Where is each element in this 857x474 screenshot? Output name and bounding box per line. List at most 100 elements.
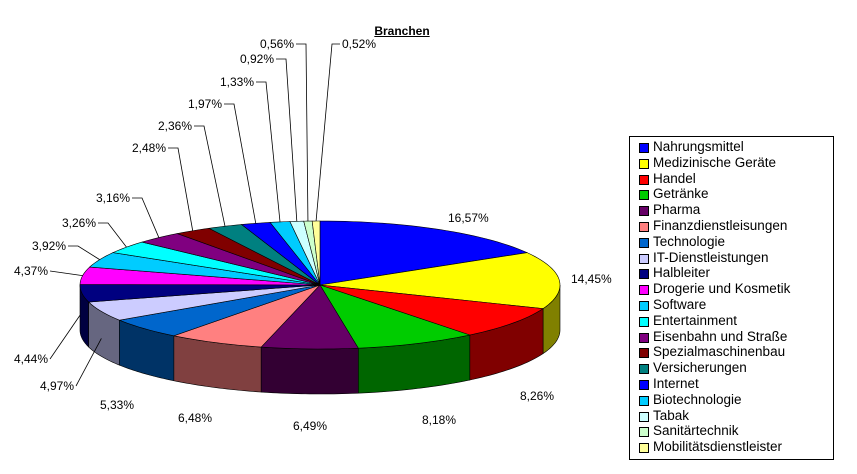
legend-label-2: Handel bbox=[653, 170, 696, 186]
pie-slice-14 bbox=[207, 224, 321, 286]
legend-swatch-1 bbox=[639, 158, 649, 169]
legend-swatch-11 bbox=[639, 316, 649, 327]
pie-leader-13 bbox=[168, 147, 194, 231]
pie-value-label-3: 8,18% bbox=[422, 413, 456, 427]
legend-label-16: Biotechnologie bbox=[653, 391, 742, 407]
legend-swatch-3 bbox=[639, 190, 649, 201]
pie-value-label-7: 4,97% bbox=[40, 379, 74, 393]
pie-leader-12 bbox=[132, 197, 160, 238]
pie-side-4 bbox=[260, 346, 359, 395]
legend-item-17: Tabak bbox=[630, 408, 833, 424]
pie-value-label-12: 3,16% bbox=[96, 191, 130, 205]
pie-leader-17 bbox=[276, 58, 298, 222]
pie-slice-6 bbox=[118, 284, 321, 337]
legend-swatch-16 bbox=[639, 395, 649, 406]
pie-sides bbox=[79, 284, 561, 395]
pie-value-label-10: 3,92% bbox=[32, 239, 66, 253]
pie-value-label-1: 14,45% bbox=[571, 272, 612, 286]
pie-slice-3 bbox=[319, 284, 471, 349]
legend-swatch-10 bbox=[639, 300, 649, 311]
legend-swatch-5 bbox=[639, 221, 649, 232]
pie-value-label-19: 0,52% bbox=[342, 37, 376, 51]
pie-leader-10 bbox=[68, 245, 100, 260]
pie-slice-18 bbox=[303, 220, 321, 286]
legend-swatch-19 bbox=[639, 443, 649, 454]
pie-slice-0 bbox=[319, 220, 529, 286]
legend-item-6: Technologie bbox=[630, 234, 833, 250]
legend-label-12: Eisenbahn und Straße bbox=[653, 328, 788, 344]
pie-slice-10 bbox=[88, 252, 321, 286]
legend-item-10: Software bbox=[630, 297, 833, 313]
legend-swatch-14 bbox=[639, 364, 649, 375]
legend-item-14: Versicherungen bbox=[630, 360, 833, 376]
pie-leader-15 bbox=[224, 103, 257, 224]
pie-value-label-8: 4,44% bbox=[14, 352, 48, 366]
pie-slice-1 bbox=[319, 252, 561, 309]
pie-slice-13 bbox=[176, 227, 321, 286]
legend-label-4: Pharma bbox=[653, 202, 701, 218]
legend-item-0: Nahrungsmittel bbox=[630, 139, 833, 155]
legend-item-9: Drogerie und Kosmetik bbox=[630, 281, 833, 297]
pie-slice-7 bbox=[87, 284, 321, 321]
pie-leader-11 bbox=[98, 222, 127, 248]
legend-item-11: Entertainment bbox=[630, 313, 833, 329]
pie-value-label-9: 4,37% bbox=[14, 264, 48, 278]
legend-label-6: Technologie bbox=[653, 233, 726, 249]
pie-value-label-4: 6,49% bbox=[293, 419, 327, 433]
legend-label-9: Drogerie und Kosmetik bbox=[653, 281, 791, 297]
pie-value-label-11: 3,26% bbox=[62, 216, 96, 230]
legend-item-5: Finanzdienstleisungen bbox=[630, 218, 833, 234]
pie-slice-11 bbox=[111, 241, 321, 286]
legend-label-11: Entertainment bbox=[653, 312, 738, 328]
legend-item-8: Halbleiter bbox=[630, 265, 833, 281]
chart-title: Branchen bbox=[374, 24, 430, 38]
legend-label-10: Software bbox=[653, 296, 707, 312]
legend-label-19: Mobilitätsdienstleister bbox=[653, 439, 783, 455]
legend-swatch-13 bbox=[639, 348, 649, 359]
pie-value-label-5: 6,48% bbox=[178, 411, 212, 425]
legend-swatch-7 bbox=[639, 253, 649, 264]
legend-swatch-8 bbox=[639, 269, 649, 280]
legend-item-15: Internet bbox=[630, 376, 833, 392]
legend-swatch-18 bbox=[639, 427, 649, 438]
legend-item-18: Sanitärtechnik bbox=[630, 423, 833, 439]
legend-item-2: Handel bbox=[630, 171, 833, 187]
legend-label-17: Tabak bbox=[653, 407, 690, 423]
legend-swatch-9 bbox=[639, 285, 649, 296]
pie-leader-19 bbox=[315, 43, 340, 222]
legend-label-14: Versicherungen bbox=[653, 360, 747, 376]
pie-top bbox=[79, 220, 561, 350]
legend-label-3: Getränke bbox=[653, 186, 709, 202]
pie-value-label-15: 1,97% bbox=[188, 97, 222, 111]
pie-slice-15 bbox=[240, 222, 321, 286]
legend-label-8: Halbleiter bbox=[653, 265, 711, 281]
legend-item-12: Eisenbahn und Straße bbox=[630, 329, 833, 345]
legend-swatch-17 bbox=[639, 411, 649, 422]
pie-slice-4 bbox=[260, 284, 359, 350]
pie-slice-8 bbox=[79, 284, 321, 303]
chart-legend: Nahrungsmittel Medizinische Geräte Handel G… bbox=[629, 136, 834, 460]
pie-value-label-14: 2,36% bbox=[158, 119, 192, 133]
pie-leader-14 bbox=[194, 125, 226, 227]
pie-value-label-2: 8,26% bbox=[520, 389, 554, 403]
legend-item-13: Spezialmaschinenbau bbox=[630, 344, 833, 360]
pie-slice-2 bbox=[319, 284, 544, 336]
pie-value-label-17: 0,92% bbox=[240, 52, 274, 66]
pie-leader-7 bbox=[75, 338, 102, 387]
pie-slice-19 bbox=[311, 220, 321, 286]
legend-item-16: Biotechnologie bbox=[630, 392, 833, 408]
legend-item-7: IT-Dienstleistungen bbox=[630, 250, 833, 266]
legend-swatch-6 bbox=[639, 237, 649, 248]
legend-label-15: Internet bbox=[653, 375, 699, 391]
pie-value-label-0: 16,57% bbox=[448, 211, 489, 225]
legend-label-5: Finanzdienstleisungen bbox=[653, 217, 788, 233]
pie-leader-9 bbox=[49, 270, 83, 277]
legend-label-7: IT-Dienstleistungen bbox=[653, 249, 769, 265]
legend-item-1: Medizinische Geräte bbox=[630, 155, 833, 171]
pie-value-label-18: 0,56% bbox=[260, 37, 294, 51]
pie-leader-16 bbox=[256, 81, 281, 222]
legend-label-0: Nahrungsmittel bbox=[653, 139, 744, 154]
legend-label-13: Spezialmaschinenbau bbox=[653, 344, 786, 360]
legend-swatch-12 bbox=[639, 332, 649, 343]
